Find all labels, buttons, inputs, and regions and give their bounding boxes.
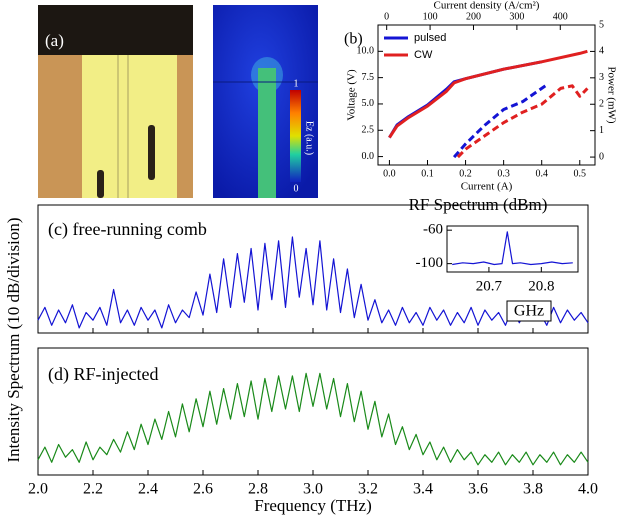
panel-label: (a) — [45, 31, 64, 50]
x2-tick-label: 100 — [423, 11, 438, 22]
x-tick-label: 20.8 — [528, 278, 554, 294]
x2-tick-label: 0 — [384, 11, 389, 22]
panel-label: (b) — [344, 31, 363, 48]
x-tick-label: 3.6 — [468, 481, 488, 498]
x-tick-label: 20.7 — [476, 278, 503, 294]
x-tick-label: 0.1 — [421, 168, 434, 179]
x-tick-label: 3.2 — [358, 481, 378, 498]
series-line — [456, 84, 589, 159]
y2-tick-label: 0 — [599, 151, 604, 162]
y-axis-label: Intensity Spectrum (10 dB/division) — [4, 217, 23, 462]
series-line — [388, 49, 588, 139]
x-tick-label: 3.0 — [303, 481, 323, 498]
series-line — [452, 84, 547, 159]
series-line — [37, 236, 589, 329]
x-axis-label: Frequency (THz) — [254, 496, 372, 515]
micrograph-top — [38, 5, 193, 55]
x-tick-label: 0.5 — [574, 168, 587, 179]
colorbar-tick: 0 — [294, 183, 299, 194]
y2-axis-label: Power (mW) — [605, 66, 617, 123]
y-tick-label: 0.0 — [362, 151, 375, 162]
inset-y-label: RF Spectrum (dBm) — [409, 195, 548, 214]
x-tick-label: 2.2 — [83, 481, 103, 498]
x-tick-label: 0.4 — [535, 168, 548, 179]
y2-tick-label: 1 — [599, 125, 604, 136]
legend-label: CW — [414, 49, 433, 61]
unit-box — [506, 300, 552, 322]
x-tick-label: 2.8 — [248, 481, 268, 498]
waveguide — [82, 55, 177, 198]
legend-label: pulsed — [414, 32, 446, 44]
y2-tick-label: 4 — [599, 46, 604, 57]
probe — [97, 170, 104, 198]
x-axis-label: Current (A) — [461, 181, 513, 193]
series-line — [452, 231, 573, 266]
series-line — [37, 372, 589, 466]
y2-tick-label: 2 — [599, 99, 604, 110]
y2-tick-label: 5 — [599, 19, 604, 30]
x-tick-label: 2.0 — [28, 481, 48, 498]
y-tick-label: 7.5 — [362, 72, 375, 83]
plot-frame — [446, 225, 579, 273]
plot-frame — [377, 24, 596, 166]
y-tick-label: -60 — [423, 222, 443, 238]
probe — [148, 125, 155, 180]
x2-axis-label: Current density (A/cm²) — [434, 0, 540, 12]
x2-tick-label: 300 — [509, 11, 524, 22]
colorbar — [290, 90, 301, 182]
colorbar-label: Ez (a.u.) — [304, 121, 315, 155]
x-tick-label: 0.2 — [459, 168, 472, 179]
x2-tick-label: 400 — [553, 11, 568, 22]
x-tick-label: 3.4 — [413, 481, 433, 498]
y-axis-label: Voltage (V) — [346, 69, 358, 121]
y-tick-label: -100 — [416, 255, 444, 271]
panel-label: (c) free-running comb — [48, 219, 207, 240]
x-tick-label: 3.8 — [523, 481, 543, 498]
panel-a: (a) 1 0 Ez (a.u.) — [38, 5, 318, 198]
x2-tick-label: 200 — [466, 11, 481, 22]
x-tick-label: 4.0 — [578, 481, 598, 498]
x-tick-label: 0.3 — [497, 168, 510, 179]
field-column — [258, 68, 276, 198]
y-tick-label: 5.0 — [362, 98, 375, 109]
x-tick-label: 2.4 — [138, 481, 158, 498]
panel-label: (d) RF-injected — [48, 364, 158, 385]
colorbar-tick: 1 — [294, 78, 299, 89]
x-tick-label: 2.6 — [193, 481, 213, 498]
y-tick-label: 10.0 — [357, 46, 375, 57]
inset-x-label: GHz — [514, 303, 544, 320]
x-tick-label: 0.0 — [383, 168, 396, 179]
y2-tick-label: 3 — [599, 72, 604, 83]
y-tick-label: 2.5 — [362, 125, 375, 136]
